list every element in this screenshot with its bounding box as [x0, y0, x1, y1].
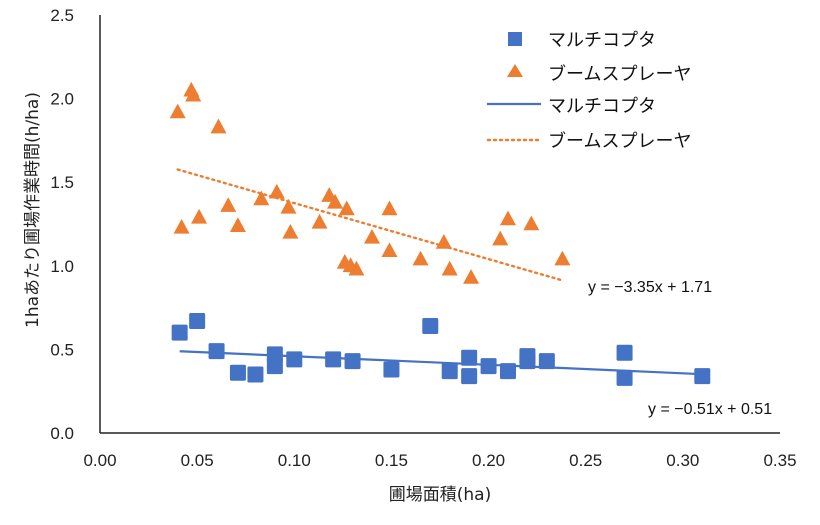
boom-sprayer-point	[381, 242, 398, 258]
trendline-multicopter	[179, 350, 703, 376]
x-tick-labels: 0.00 0.05 0.10 0.15 0.20 0.25 0.30 0.35	[83, 451, 796, 470]
trendline-boom	[176, 168, 564, 282]
multicopter-point	[441, 363, 458, 380]
multicopter-point	[189, 312, 206, 329]
legend-label: ブームスプレーヤ	[548, 63, 691, 85]
x-tick-label: 0.25	[569, 451, 602, 470]
boom-sprayer-point	[338, 200, 355, 216]
multicopter-point	[229, 364, 246, 381]
boom-sprayer-point	[282, 223, 299, 239]
boom-sprayer-point	[364, 228, 380, 244]
y-tick-label: 0.5	[50, 340, 74, 359]
x-tick-label: 0.05	[181, 451, 214, 470]
multicopter-point	[616, 344, 633, 361]
boom-sprayer-point	[169, 103, 186, 119]
multicopter-point	[694, 368, 711, 385]
y-tick-label: 1.0	[50, 257, 74, 276]
boom-sprayer-point	[500, 210, 516, 226]
boom-sprayer-point	[253, 190, 270, 206]
y-tick-label: 0.0	[50, 424, 74, 443]
data-points	[169, 81, 711, 386]
boom-sprayer-point	[348, 260, 365, 276]
multicopter-point	[500, 363, 516, 380]
boom-sprayer-point	[311, 213, 328, 229]
trendline-equation-boom: y = −3.35x + 1.71	[588, 279, 712, 296]
y-tick-label: 2.5	[50, 6, 74, 25]
trendlines	[176, 168, 703, 376]
boom-sprayer-point	[229, 217, 246, 232]
boom-sprayer-point	[210, 118, 227, 134]
boom-sprayer-point	[191, 208, 208, 224]
y-tick-label: 2.0	[50, 90, 74, 109]
multicopter-point	[480, 358, 497, 375]
boom-sprayer-point	[327, 193, 344, 209]
boom-sprayer-point	[492, 230, 509, 246]
multicopter-point	[325, 351, 342, 368]
multicopter-point	[519, 353, 536, 370]
multicopter-point	[383, 361, 400, 378]
multicopter-point	[538, 353, 555, 370]
multicopter-point	[616, 369, 633, 386]
multicopter-point	[286, 351, 303, 368]
boom-sprayer-point	[523, 215, 540, 231]
boom-sprayer-point	[280, 198, 297, 214]
x-tick-label: 0.30	[666, 451, 699, 470]
multicopter-point	[171, 324, 188, 341]
axes	[99, 15, 780, 434]
multicopter-point	[422, 317, 439, 334]
multicopter-point	[461, 368, 478, 385]
multicopter-point	[266, 358, 283, 375]
y-tick-labels: 0.0 0.5 1.0 1.5 2.0 2.5	[50, 6, 74, 443]
boom-sprayer-point	[268, 183, 285, 199]
trendline-equation-multicopter: y = −0.51x + 0.51	[648, 401, 772, 418]
x-tick-label: 0.10	[278, 451, 311, 470]
legend-item-multicopter-trend: マルチコプタ	[487, 96, 656, 117]
boom-sprayer-point	[463, 269, 480, 284]
boom-sprayer-point	[435, 233, 452, 249]
boom-sprayer-point	[381, 200, 398, 216]
x-tick-label: 0.15	[375, 451, 408, 470]
multicopter-point	[461, 349, 478, 366]
x-tick-label: 0.20	[472, 451, 505, 470]
multicopter-point	[208, 343, 225, 360]
legend-item-boom-marker: ブームスプレーヤ	[507, 63, 691, 85]
legend: マルチコプタ ブームスプレーヤ マルチコプタ ブームスプレーヤ	[486, 30, 691, 152]
x-axis-title: 圃場面積(ha)	[389, 485, 491, 505]
x-tick-label: 0.35	[763, 451, 796, 470]
multicopter-point	[344, 353, 361, 370]
legend-label: マルチコプタ	[548, 96, 656, 117]
legend-triangle-marker	[507, 64, 523, 77]
legend-label: ブームスプレーヤ	[548, 130, 691, 152]
boom-sprayer-point	[173, 218, 190, 234]
boom-sprayer-point	[412, 250, 429, 266]
legend-label: マルチコプタ	[548, 30, 656, 51]
y-tick-label: 1.5	[50, 173, 74, 192]
legend-item-multicopter-marker: マルチコプタ	[508, 30, 656, 51]
boom-sprayer-point	[554, 250, 571, 266]
y-axis-title: 1haあたり圃場作業時間(h/ha)	[23, 92, 43, 328]
x-tick-label: 0.00	[83, 451, 116, 470]
legend-item-boom-trend: ブームスプレーヤ	[486, 130, 691, 152]
boom-sprayer-point	[441, 260, 458, 276]
boom-sprayer-point	[185, 86, 202, 102]
multicopter-point	[247, 366, 264, 383]
legend-square-marker	[508, 32, 522, 46]
boom-sprayer-point	[220, 197, 237, 212]
